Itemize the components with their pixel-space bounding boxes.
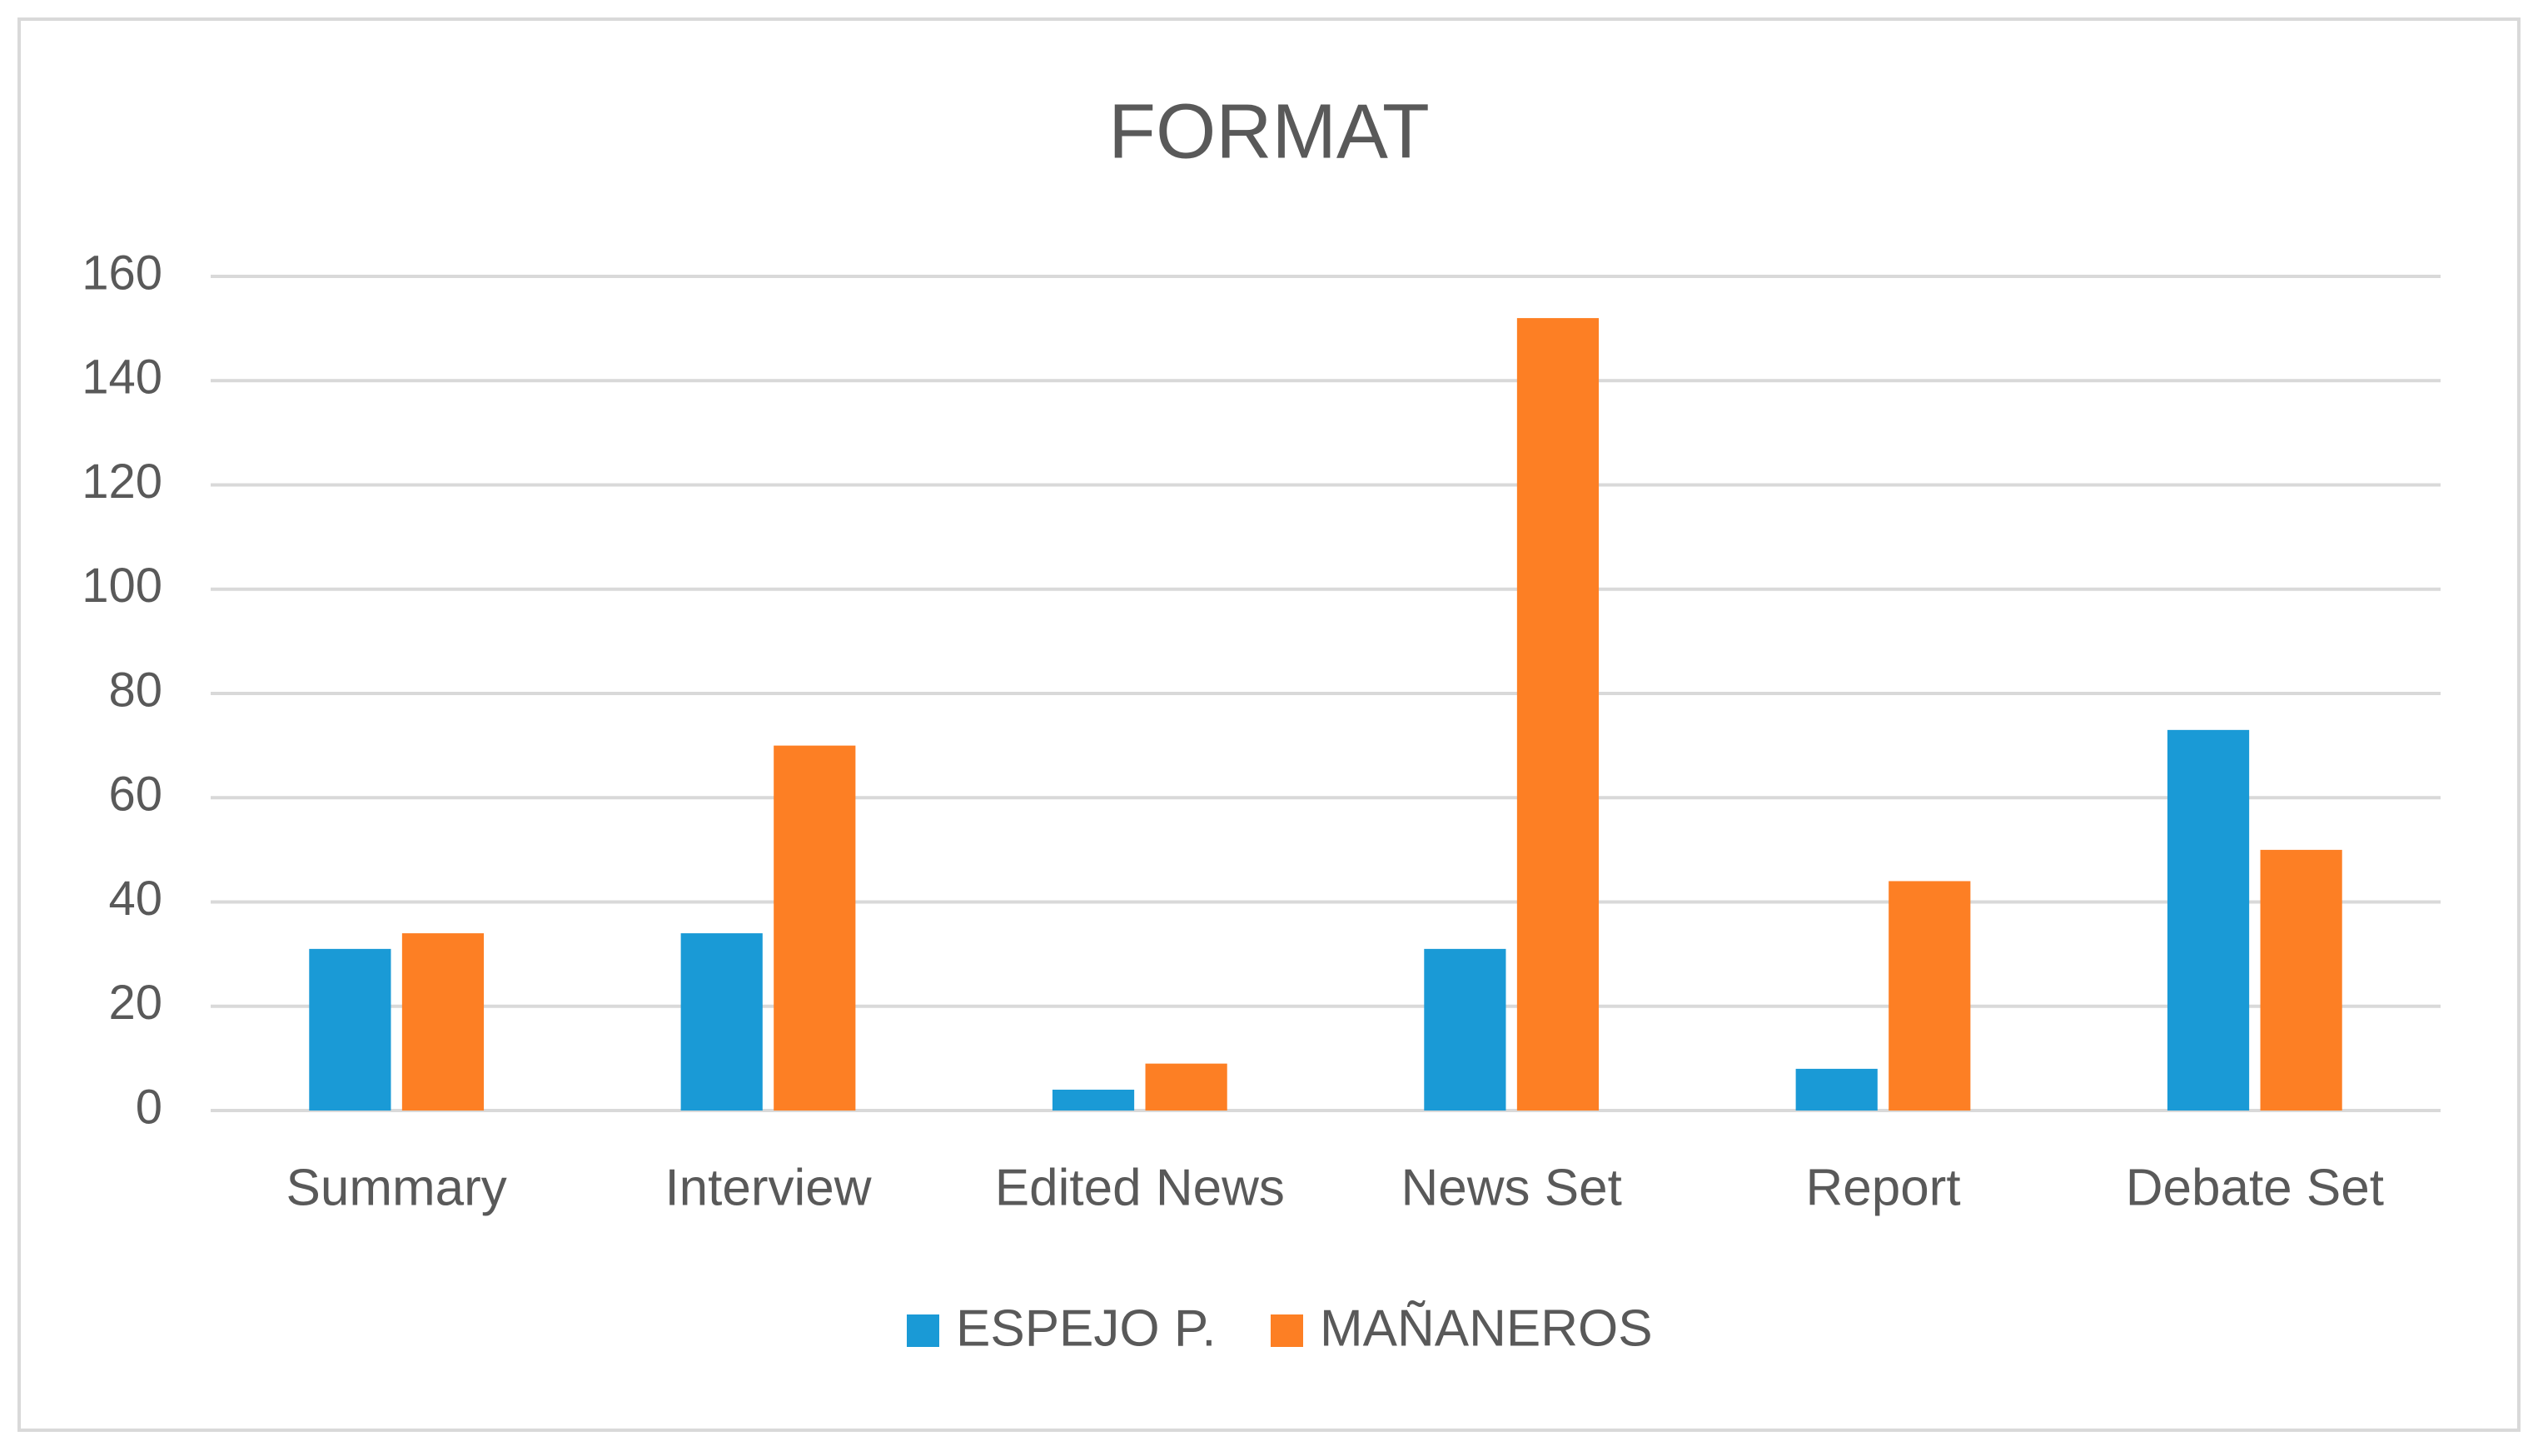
y-tick-label: 0 — [136, 1080, 162, 1134]
legend-label: MAÑANEROS — [1320, 1299, 1653, 1357]
bar — [1145, 1063, 1227, 1111]
legend-swatch — [1271, 1314, 1303, 1347]
legend-swatch — [907, 1314, 939, 1347]
bar — [680, 933, 763, 1111]
legend-label: ESPEJO P. — [956, 1299, 1216, 1357]
y-tick-label: 40 — [108, 872, 162, 926]
y-tick-label: 20 — [108, 976, 162, 1030]
x-tick-label: Interview — [664, 1159, 871, 1216]
y-tick-label: 100 — [82, 559, 162, 613]
bar — [401, 933, 485, 1111]
bar — [1795, 1068, 1878, 1111]
chart-border — [17, 17, 2521, 1432]
y-tick-label: 160 — [82, 246, 162, 300]
bar — [1424, 948, 1506, 1111]
y-tick-label: 120 — [82, 455, 162, 509]
x-tick-label: Debate Set — [2126, 1159, 2384, 1216]
x-tick-label: Summary — [286, 1159, 507, 1216]
bar — [309, 948, 391, 1111]
x-tick-label: Report — [1805, 1159, 1960, 1216]
bar — [2167, 729, 2250, 1111]
bar — [2260, 849, 2342, 1111]
bar — [774, 745, 856, 1111]
bar — [1889, 881, 1971, 1111]
x-tick-label: News Set — [1401, 1159, 1622, 1216]
y-tick-label: 60 — [108, 768, 162, 822]
bar — [1052, 1089, 1135, 1111]
x-tick-label: Edited News — [995, 1159, 1285, 1216]
bar — [1516, 318, 1600, 1111]
y-tick-label: 80 — [108, 663, 162, 717]
y-tick-label: 140 — [82, 350, 162, 405]
chart-title: FORMAT — [1108, 88, 1430, 175]
